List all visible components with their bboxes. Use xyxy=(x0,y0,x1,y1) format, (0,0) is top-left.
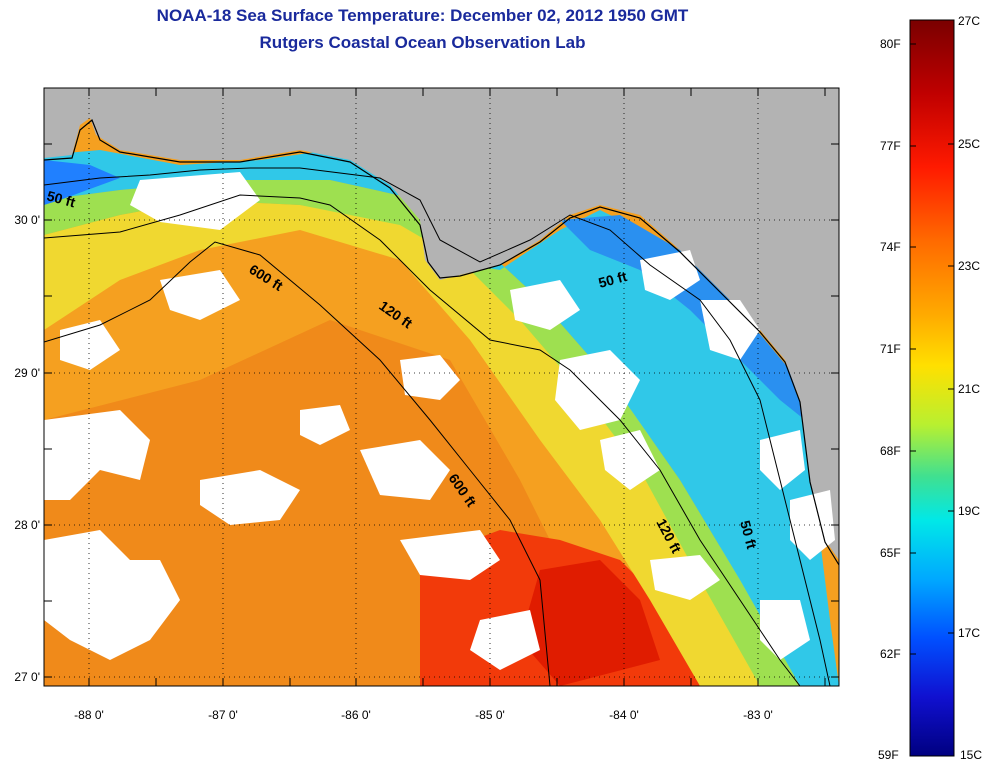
contour-label: 50 ft xyxy=(45,187,77,210)
axis-ticks xyxy=(44,88,839,686)
colorbar-f-label: 80F xyxy=(880,37,901,51)
contour-120ft xyxy=(44,194,801,686)
nearshore-cyan-band xyxy=(44,150,839,686)
colorbar-f-label: 62F xyxy=(880,647,901,661)
colorbar xyxy=(909,19,955,757)
lon-label: -84 0' xyxy=(609,708,639,722)
colorbar-f-label: 59F xyxy=(878,748,899,762)
contour-50ft xyxy=(44,167,831,686)
bathymetry-contours xyxy=(44,167,831,686)
lon-label: -87 0' xyxy=(208,708,238,722)
plot-frame xyxy=(43,87,840,687)
land-mass xyxy=(44,88,839,560)
lat-label: 30 0' xyxy=(14,213,40,227)
colorbar-f-label: 74F xyxy=(880,240,901,254)
lon-label: -86 0' xyxy=(341,708,371,722)
hottest-region xyxy=(520,560,660,686)
colorbar-f-label: 65F xyxy=(880,546,901,560)
lat-label: 27 0' xyxy=(14,670,40,684)
lat-label: 29 0' xyxy=(14,366,40,380)
map-subtitle: Rutgers Coastal Ocean Observation Lab xyxy=(259,33,586,52)
colorbar-ticks xyxy=(910,43,954,655)
contour-600ft xyxy=(44,241,551,686)
colorbar-c-label: 17C xyxy=(958,626,981,640)
colorbar-f-label: 77F xyxy=(880,139,901,153)
colorbar-c-label: 19C xyxy=(958,504,981,518)
lon-label: -88 0' xyxy=(74,708,104,722)
coastline xyxy=(44,119,839,566)
colorbar-c-label: 23C xyxy=(958,259,981,273)
colorbar-f-label: 71F xyxy=(880,342,901,356)
contour-label: 50 ft xyxy=(737,519,760,551)
lat-label: 28 0' xyxy=(14,518,40,532)
colorbar-c-label: 25C xyxy=(958,137,981,151)
ocean-temperature-field xyxy=(44,88,839,686)
colorbar-c-label: 21C xyxy=(958,382,981,396)
coastal-blue-patch-west xyxy=(44,160,120,205)
lon-label: -85 0' xyxy=(475,708,505,722)
map-title: NOAA-18 Sea Surface Temperature: Decembe… xyxy=(156,6,689,25)
colorbar-c-label: 15C xyxy=(960,748,983,762)
contour-label: 50 ft xyxy=(597,268,629,291)
colorbar-f-label: 68F xyxy=(880,444,901,458)
colorbar-c-label: 27C xyxy=(958,14,981,28)
lon-label: -83 0' xyxy=(743,708,773,722)
